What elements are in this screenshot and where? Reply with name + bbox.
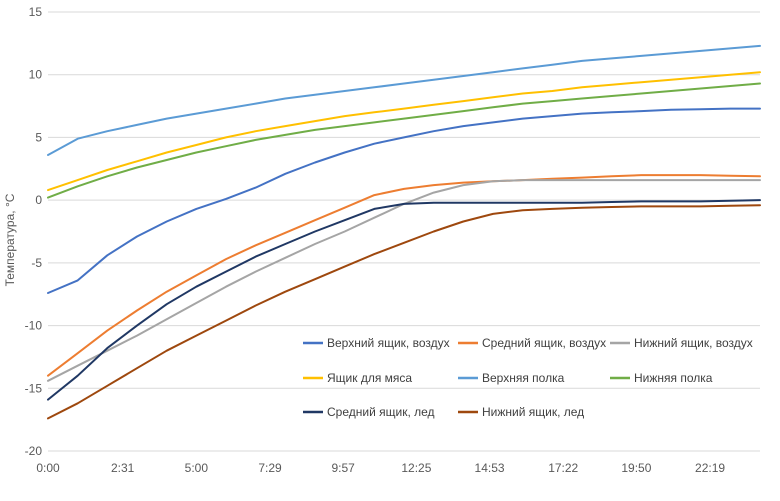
series-lines (47, 44, 761, 420)
x-tick-label: 17:22 (548, 461, 578, 475)
gridlines (48, 11, 760, 452)
x-tick-label: 9:57 (332, 461, 356, 475)
x-tick-label: 0:00 (36, 461, 60, 475)
x-axis-ticks: 0:00 2:31 5:00 7:29 9:57 12:25 14:53 17:22 19:50… (36, 461, 725, 475)
y-tick-label: 10 (29, 68, 43, 82)
legend-label: Верхняя полка (482, 371, 565, 385)
x-tick-label: 7:29 (258, 461, 282, 475)
x-tick-label: 5:00 (185, 461, 209, 475)
legend-label: Нижняя полка (634, 371, 713, 385)
legend-label: Средний ящик, воздух (482, 336, 606, 350)
x-tick-label: 12:25 (401, 461, 431, 475)
legend-item: Верхняя полка (458, 371, 565, 385)
y-tick-label: -15 (25, 381, 43, 395)
x-tick-label: 19:50 (621, 461, 651, 475)
x-tick-label: 2:31 (111, 461, 135, 475)
series-line-3 (47, 179, 761, 382)
y-tick-label: 0 (35, 193, 42, 207)
x-tick-label: 14:53 (475, 461, 505, 475)
legend-item: Нижний ящик, воздух (610, 336, 753, 350)
legend-label: Ящик для мяса (327, 371, 412, 385)
legend-item: Нижний ящик, лед (458, 405, 584, 419)
legend-label: Нижний ящик, воздух (634, 336, 753, 350)
y-tick-label: -20 (25, 444, 43, 458)
legend-item: Средний ящик, воздух (458, 336, 606, 350)
y-axis-ticks: -20 -15 -10 -5 0 5 10 15 (25, 5, 43, 458)
series-line-1 (47, 107, 761, 294)
y-tick-label: -10 (25, 319, 43, 333)
legend-item: Верхний ящик, воздух (303, 336, 450, 350)
legend-item: Средний ящик, лед (303, 405, 435, 419)
legend-label: Верхний ящик, воздух (327, 336, 450, 350)
series-line-5 (47, 44, 761, 156)
x-tick-label: 22:19 (695, 461, 725, 475)
legend: Верхний ящик, воздух Средний ящик, воздух… (303, 336, 753, 419)
legend-item: Ящик для мяса (303, 371, 412, 385)
y-tick-label: 15 (29, 5, 43, 19)
series-line-2 (47, 174, 761, 377)
series-line-4 (47, 71, 761, 192)
legend-item: Нижняя полка (610, 371, 713, 385)
series-line-7 (47, 199, 761, 401)
series-line-8 (47, 204, 761, 420)
y-tick-label: -5 (31, 256, 42, 270)
y-axis-title: Температура, °C (3, 193, 17, 286)
legend-label: Нижний ящик, лед (482, 405, 584, 419)
y-tick-label: 5 (35, 130, 42, 144)
series-line-6 (47, 82, 761, 199)
legend-label: Средний ящик, лед (327, 405, 435, 419)
